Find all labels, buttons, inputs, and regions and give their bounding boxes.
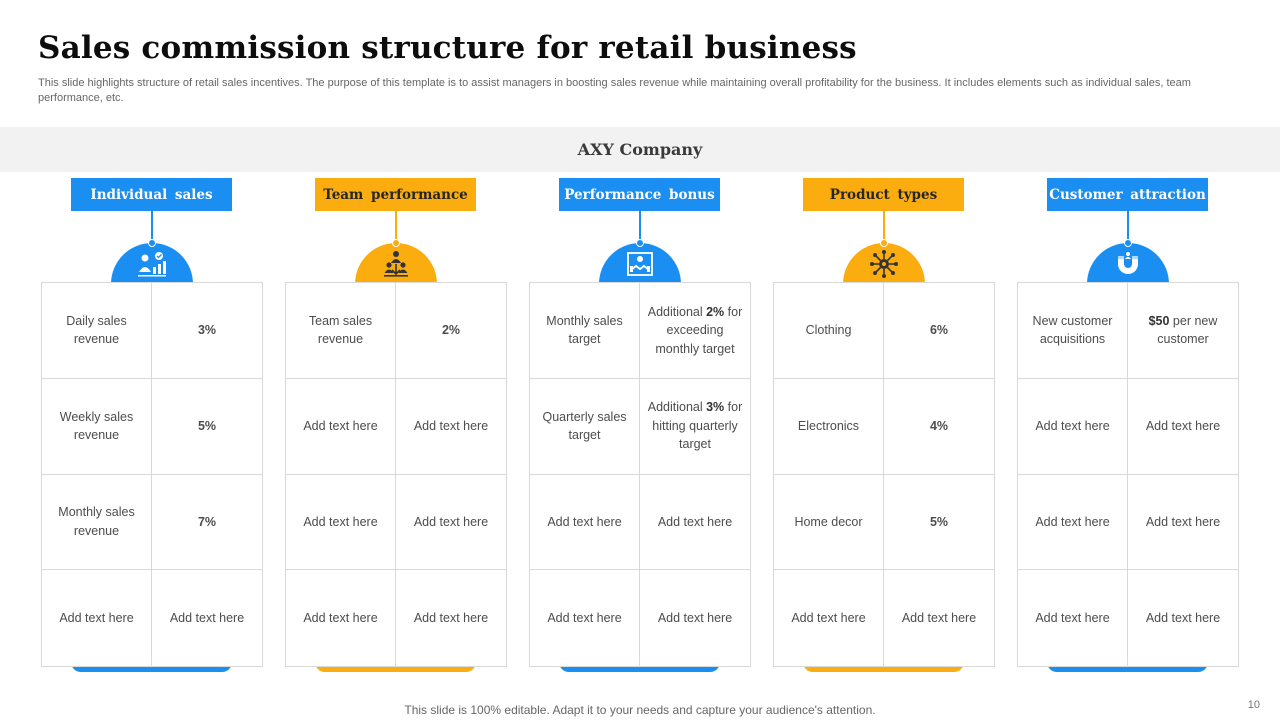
column-header: Customer attraction: [1047, 178, 1208, 211]
row-value: Additional 2% for exceeding monthly targ…: [640, 283, 750, 379]
page-number: 10: [1247, 699, 1260, 711]
slide-title: Sales commission structure for retail bu…: [38, 30, 857, 66]
row-value: 2%: [396, 283, 506, 379]
row-value: Add text here: [1128, 475, 1238, 571]
row-label: Monthly sales target: [530, 283, 640, 379]
icon-badge: [1087, 243, 1169, 284]
column-individual-sales: Individual sales Daily sales revenue 3% …: [41, 178, 263, 674]
connector-dot: [880, 239, 888, 247]
row-value: $50 per new customer: [1128, 283, 1238, 379]
row-value: Add text here: [413, 610, 489, 625]
row-label: Quarterly sales target: [530, 378, 640, 475]
sales-growth-icon: [138, 252, 166, 277]
row-value: Add text here: [657, 610, 733, 625]
row-value: 5%: [152, 379, 262, 475]
connector-line: [1127, 211, 1129, 243]
row-value: 4%: [884, 379, 994, 475]
product-network-icon: [870, 250, 898, 278]
column-performance-bonus: Performance bonus Monthly sales target A…: [529, 178, 751, 674]
row-label: Add text here: [286, 474, 396, 571]
row-label: Weekly sales revenue: [42, 378, 152, 475]
row-value: Add text here: [169, 610, 245, 625]
team-icon: [384, 251, 408, 277]
commission-table: Monthly sales target Additional 2% for e…: [529, 282, 751, 667]
connector-line: [883, 211, 885, 243]
row-label: Add text here: [530, 474, 640, 571]
magnet-icon: [1118, 252, 1138, 274]
row-value: Add text here: [1145, 610, 1221, 625]
slide-footer: This slide is 100% editable. Adapt it to…: [404, 703, 876, 717]
row-label: Add text here: [1018, 378, 1128, 475]
slide-subtitle: This slide highlights structure of retai…: [38, 77, 1191, 104]
row-value: 3%: [152, 283, 262, 379]
handshake-bonus-icon: [627, 252, 653, 276]
column-customer-attraction: Customer attraction New customer acquisi…: [1017, 178, 1239, 674]
connector-dot: [148, 239, 156, 247]
row-label: Add text here: [1018, 474, 1128, 571]
row-label: New customer acquisitions: [1018, 283, 1128, 379]
column-header: Team performance: [315, 178, 476, 211]
icon-badge: [355, 243, 437, 284]
company-name: AXY Company: [577, 140, 703, 159]
row-label: Add text here: [530, 570, 640, 666]
icon-badge: [843, 243, 925, 284]
column-header: Performance bonus: [559, 178, 720, 211]
company-band: AXY Company: [0, 127, 1280, 172]
icon-badge: [599, 243, 681, 284]
row-value: Additional 3% for hitting quarterly targ…: [640, 379, 750, 475]
row-label: Add text here: [286, 570, 396, 666]
row-value: Add text here: [396, 379, 506, 475]
commission-table: Daily sales revenue 3% Weekly sales reve…: [41, 282, 263, 667]
row-label: Add text here: [1018, 570, 1128, 666]
column-product-types: Product types: [773, 178, 995, 674]
row-label: Add text here: [42, 570, 152, 666]
row-value: Add text here: [640, 475, 750, 571]
row-value: Add text here: [396, 475, 506, 571]
row-label: Add text here: [286, 378, 396, 475]
column-team-performance: Team performance Team sales revenue 2% A…: [285, 178, 507, 674]
row-label: Electronics: [774, 378, 884, 475]
row-value: 6%: [884, 283, 994, 379]
icon-badge: [111, 243, 193, 284]
row-label: Clothing: [774, 283, 884, 379]
connector-dot: [636, 239, 644, 247]
connector-dot: [1124, 239, 1132, 247]
row-value: 7%: [152, 475, 262, 571]
row-label: Monthly sales revenue: [42, 474, 152, 571]
row-value: Add text here: [901, 610, 977, 625]
commission-table: Clothing 6% Electronics 4% Home decor 5%…: [773, 282, 995, 667]
column-header: Product types: [803, 178, 964, 211]
row-label: Home decor: [774, 474, 884, 571]
commission-table: New customer acquisitions $50 per new cu…: [1017, 282, 1239, 667]
commission-table: Team sales revenue 2% Add text here Add …: [285, 282, 507, 667]
row-value: Add text here: [1128, 379, 1238, 475]
row-label: Add text here: [774, 570, 884, 666]
connector-line: [395, 211, 397, 243]
connector-line: [151, 211, 153, 243]
connector-line: [639, 211, 641, 243]
row-label: Team sales revenue: [286, 283, 396, 379]
row-label: Daily sales revenue: [42, 283, 152, 379]
column-header: Individual sales: [71, 178, 232, 211]
row-value: 5%: [884, 475, 994, 571]
connector-dot: [392, 239, 400, 247]
